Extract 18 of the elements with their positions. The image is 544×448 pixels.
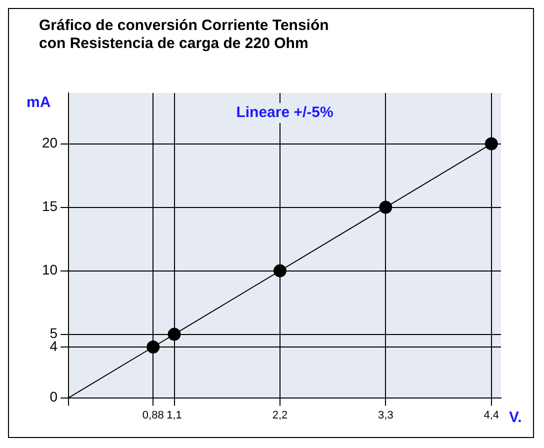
y-axis-title: mA <box>26 94 51 112</box>
x-tick-label: 2,2 <box>272 409 288 422</box>
y-tick-label: 20 <box>42 134 58 151</box>
point <box>379 200 392 214</box>
y-tick-label: 0 <box>50 388 58 405</box>
annotation: Lineare +/-5% <box>236 104 334 122</box>
x-tick-label: 0,88 <box>142 409 164 422</box>
x-tick-label: 1,1 <box>166 409 182 422</box>
point <box>146 340 160 354</box>
x-axis-title: V. <box>509 408 522 426</box>
point <box>273 264 286 278</box>
y-tick-label: 15 <box>42 198 58 214</box>
chart-title: Gráfico de conversión Corriente Tensión con Resistencia de carga de 220 Ohm <box>39 17 329 52</box>
point <box>484 137 498 150</box>
point <box>168 328 181 341</box>
y-tick-label: 10 <box>42 262 58 278</box>
x-tick-label: 4,4 <box>484 409 500 422</box>
x-tick-label: 3,3 <box>378 409 394 422</box>
